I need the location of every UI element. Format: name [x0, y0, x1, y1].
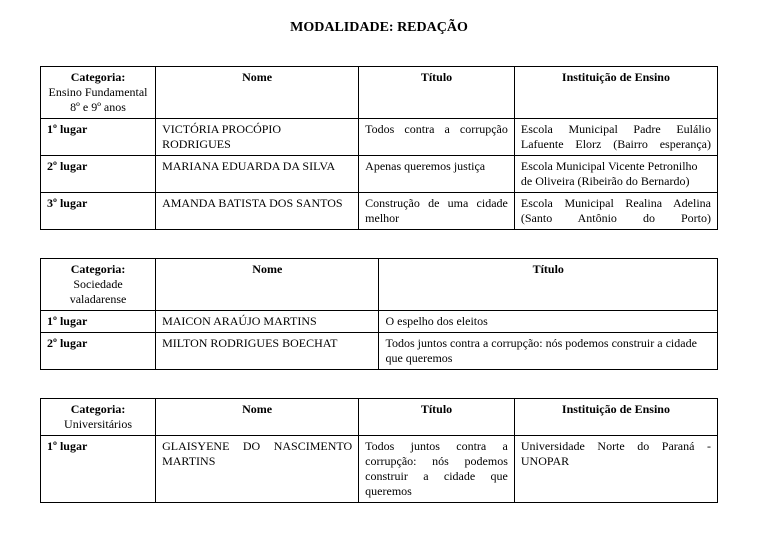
- header-categoria: Categoria: Universitários: [41, 399, 156, 436]
- table-header-row: Categoria: Universitários Nome Título In…: [41, 399, 718, 436]
- header-categoria-label: Categoria:: [47, 262, 149, 277]
- header-categoria-sub: Universitários: [47, 417, 149, 432]
- table-sociedade-valadarense: Categoria: Sociedade valadarense Nome Tí…: [40, 258, 718, 370]
- cell-nome: AMANDA BATISTA DOS SANTOS: [156, 193, 359, 230]
- cell-titulo: Todos contra a corrupção: [359, 119, 515, 156]
- header-categoria-label: Categoria:: [47, 402, 149, 417]
- table-row: 2º lugar MARIANA EDUARDA DA SILVA Apenas…: [41, 156, 718, 193]
- cell-titulo: Todos juntos contra a corrupção: nós pod…: [359, 436, 515, 503]
- header-titulo: Título: [359, 399, 515, 436]
- cell-place: 2º lugar: [41, 333, 156, 370]
- cell-titulo: O espelho dos eleitos: [379, 311, 718, 333]
- header-nome: Nome: [156, 67, 359, 119]
- cell-place: 3º lugar: [41, 193, 156, 230]
- cell-titulo: Todos juntos contra a corrupção: nós pod…: [379, 333, 718, 370]
- cell-nome: MAICON ARAÚJO MARTINS: [156, 311, 379, 333]
- table-ensino-fundamental: Categoria: Ensino Fundamental 8º e 9º an…: [40, 66, 718, 230]
- cell-titulo: Construção de uma cidade melhor: [359, 193, 515, 230]
- cell-place: 1º lugar: [41, 119, 156, 156]
- header-categoria: Categoria: Ensino Fundamental 8º e 9º an…: [41, 67, 156, 119]
- table-row: 1º lugar VICTÓRIA PROCÓPIO RODRIGUES Tod…: [41, 119, 718, 156]
- header-titulo: Título: [359, 67, 515, 119]
- header-categoria-sub: Sociedade valadarense: [47, 277, 149, 307]
- table-header-row: Categoria: Sociedade valadarense Nome Tí…: [41, 259, 718, 311]
- header-categoria-label: Categoria:: [47, 70, 149, 85]
- cell-instituicao: Universidade Norte do Paraná - UNOPAR: [514, 436, 717, 503]
- table-header-row: Categoria: Ensino Fundamental 8º e 9º an…: [41, 67, 718, 119]
- page-title: MODALIDADE: REDAÇÃO: [40, 20, 718, 36]
- cell-instituicao: Escola Municipal Padre Eulálio Lafuente …: [514, 119, 717, 156]
- cell-titulo: Apenas queremos justiça: [359, 156, 515, 193]
- header-titulo: Título: [379, 259, 718, 311]
- cell-place: 1º lugar: [41, 436, 156, 503]
- cell-instituicao: Escola Municipal Vicente Petronilho de O…: [514, 156, 717, 193]
- cell-nome: VICTÓRIA PROCÓPIO RODRIGUES: [156, 119, 359, 156]
- header-nome: Nome: [156, 259, 379, 311]
- cell-place: 2º lugar: [41, 156, 156, 193]
- header-instituicao: Instituição de Ensino: [514, 399, 717, 436]
- cell-instituicao: Escola Municipal Realina Adelina (Santo …: [514, 193, 717, 230]
- cell-nome: MARIANA EDUARDA DA SILVA: [156, 156, 359, 193]
- table-row: 1º lugar MAICON ARAÚJO MARTINS O espelho…: [41, 311, 718, 333]
- table-row: 3º lugar AMANDA BATISTA DOS SANTOS Const…: [41, 193, 718, 230]
- header-categoria-sub: Ensino Fundamental 8º e 9º anos: [47, 85, 149, 115]
- table-row: 2º lugar MILTON RODRIGUES BOECHAT Todos …: [41, 333, 718, 370]
- table-row: 1º lugar GLAISYENE DO NASCIMENTO MARTINS…: [41, 436, 718, 503]
- cell-place: 1º lugar: [41, 311, 156, 333]
- header-categoria: Categoria: Sociedade valadarense: [41, 259, 156, 311]
- header-instituicao: Instituição de Ensino: [514, 67, 717, 119]
- header-nome: Nome: [156, 399, 359, 436]
- cell-nome: MILTON RODRIGUES BOECHAT: [156, 333, 379, 370]
- cell-nome: GLAISYENE DO NASCIMENTO MARTINS: [156, 436, 359, 503]
- table-universitarios: Categoria: Universitários Nome Título In…: [40, 398, 718, 503]
